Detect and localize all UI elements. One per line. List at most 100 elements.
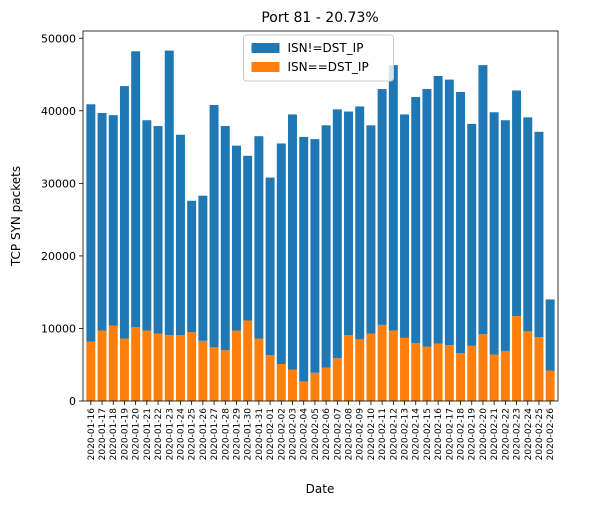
bar-segment <box>512 316 522 401</box>
bar-segment <box>276 143 286 364</box>
bar-segment <box>332 109 342 359</box>
bar-segment <box>164 50 174 335</box>
bar-segment <box>512 90 522 317</box>
x-tick-label: 2020-01-27 <box>210 408 220 460</box>
bar-segment <box>243 155 253 321</box>
bar-segment <box>422 346 432 401</box>
y-tick-label: 50000 <box>41 32 76 45</box>
y-tick-label: 0 <box>69 395 76 408</box>
bar-segment <box>220 126 230 351</box>
bar-segment <box>187 200 197 333</box>
x-tick-label: 2020-01-25 <box>188 408 198 460</box>
bar-segment <box>97 330 107 401</box>
bar-segment <box>299 136 309 382</box>
bar-segment <box>400 337 410 401</box>
bar-segment <box>310 372 320 401</box>
bar-segment <box>344 334 353 401</box>
x-tick-label: 2020-02-19 <box>468 408 478 461</box>
x-tick-label: 2020-01-20 <box>132 408 142 461</box>
bar-segment <box>310 139 320 373</box>
x-tick-label: 2020-02-03 <box>288 408 298 460</box>
x-tick-label: 2020-02-26 <box>546 408 556 461</box>
bar-segment <box>523 117 533 332</box>
x-tick-label: 2020-01-21 <box>143 408 153 460</box>
legend-label: ISN!=DST_IP <box>288 41 364 55</box>
x-tick-label: 2020-01-31 <box>255 408 265 460</box>
legend-swatch <box>251 62 280 72</box>
bar-segment <box>366 125 376 334</box>
bar-segment <box>265 355 275 401</box>
bar-segment <box>500 120 510 351</box>
bar-segment <box>231 145 241 331</box>
bar-segment <box>86 341 96 401</box>
legend-swatch <box>251 43 280 53</box>
bar-segment <box>344 111 353 335</box>
x-tick-label: 2020-02-10 <box>367 408 377 461</box>
bar-segment <box>254 136 264 339</box>
bar-segment <box>119 86 129 339</box>
bar-segment <box>433 343 443 401</box>
bar-segment <box>119 338 129 401</box>
y-tick-label: 30000 <box>41 177 76 190</box>
bar-segment <box>545 370 555 401</box>
x-tick-label: 2020-01-29 <box>232 408 242 461</box>
x-tick-label: 2020-01-16 <box>87 408 97 461</box>
y-tick-label: 10000 <box>41 322 76 335</box>
bar-segment <box>478 334 488 401</box>
x-tick-label: 2020-02-07 <box>333 408 343 460</box>
y-axis-label: TCP SYN packets <box>9 166 23 267</box>
bar-segment <box>321 125 331 368</box>
x-tick-label: 2020-02-18 <box>457 408 467 461</box>
bar-segment <box>97 112 107 331</box>
chart-title: Port 81 - 20.73% <box>261 10 378 26</box>
x-tick-label: 2020-02-14 <box>412 408 422 461</box>
bar-segment <box>231 330 241 401</box>
bar-segment <box>243 320 253 401</box>
x-tick-label: 2020-01-18 <box>109 408 119 461</box>
bar-segment <box>299 381 309 401</box>
bar-segment <box>131 327 141 401</box>
x-tick-label: 2020-02-02 <box>277 408 287 460</box>
plot-frame <box>82 30 559 402</box>
bar-segment <box>175 334 185 401</box>
x-tick-label: 2020-02-24 <box>524 408 534 461</box>
x-tick-label: 2020-02-01 <box>266 408 276 460</box>
bar-segment <box>433 75 443 344</box>
bar-segment <box>131 51 141 328</box>
bar-segment <box>478 65 488 335</box>
bar-segment <box>220 350 230 401</box>
bar-segment <box>411 342 421 401</box>
bar-segment <box>444 345 454 401</box>
bar-segment <box>209 105 219 348</box>
bar-segment <box>411 97 421 343</box>
bar-segment <box>187 332 197 401</box>
y-tick-label: 20000 <box>41 250 76 263</box>
x-tick-label: 2020-01-22 <box>154 408 164 460</box>
x-tick-label: 2020-01-24 <box>176 408 186 461</box>
bar-segment <box>422 89 432 347</box>
x-tick-label: 2020-02-06 <box>322 408 332 461</box>
bar-segment <box>456 91 466 354</box>
x-tick-label: 2020-02-15 <box>423 408 433 460</box>
x-tick-label: 2020-02-09 <box>356 408 366 461</box>
bar-segment <box>276 364 286 401</box>
bar-segment <box>355 339 365 401</box>
y-tick-label: 40000 <box>41 105 76 118</box>
bar-segment <box>198 340 208 401</box>
bar-segment <box>108 115 118 326</box>
x-tick-label: 2020-02-08 <box>345 408 355 461</box>
x-tick-label: 2020-02-04 <box>300 408 310 461</box>
bar-segment <box>467 345 477 401</box>
x-tick-label: 2020-02-11 <box>378 408 388 460</box>
bar-segment <box>534 131 544 338</box>
bar-segment <box>153 126 163 334</box>
bar-segment <box>175 134 185 335</box>
bar-segment <box>288 114 297 370</box>
bar-segment <box>467 123 477 346</box>
x-tick-label: 2020-02-13 <box>401 408 411 460</box>
bar-segment <box>444 79 454 346</box>
x-tick-label: 2020-01-28 <box>221 408 231 461</box>
bar-segment <box>388 65 398 331</box>
x-tick-label: 2020-01-19 <box>120 408 130 461</box>
x-tick-label: 2020-02-17 <box>445 408 455 460</box>
